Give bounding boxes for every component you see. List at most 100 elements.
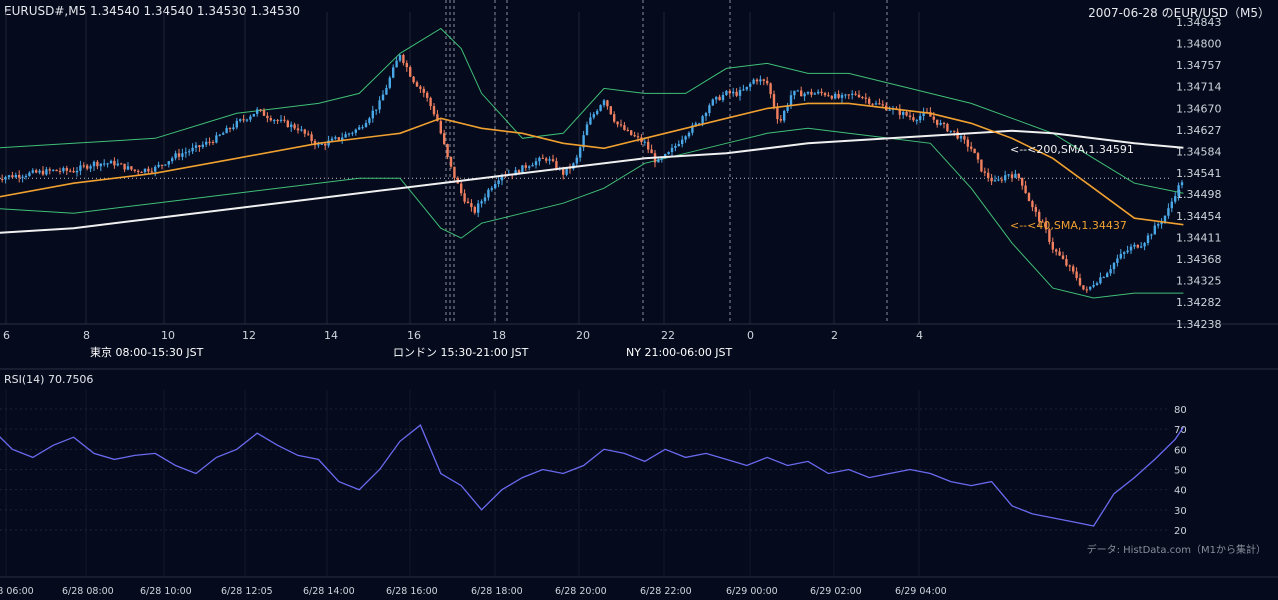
hour-tick-label: 20 bbox=[576, 329, 590, 342]
candle-body bbox=[317, 144, 320, 146]
candle-body bbox=[269, 118, 272, 121]
candle-body bbox=[1133, 244, 1136, 247]
candle-body bbox=[7, 175, 11, 178]
bollinger-lower bbox=[0, 127, 1184, 299]
candle-body bbox=[1099, 277, 1102, 284]
candle-body bbox=[116, 163, 119, 166]
rsi-tick-label: 40 bbox=[1174, 486, 1187, 497]
rsi-label: RSI(14) 70.7506 bbox=[4, 373, 94, 386]
candle-body bbox=[160, 164, 164, 166]
candle-body bbox=[861, 97, 864, 99]
candle-body bbox=[245, 119, 249, 121]
candle-body bbox=[443, 133, 446, 145]
candle-body bbox=[415, 82, 419, 87]
candle-body bbox=[1024, 185, 1027, 194]
candle-body bbox=[436, 114, 439, 122]
candle-body bbox=[966, 139, 969, 147]
candle-body bbox=[1119, 253, 1122, 259]
hour-tick-label: 16 bbox=[407, 329, 421, 342]
candle-body bbox=[521, 165, 524, 174]
hour-tick-label: 12 bbox=[242, 329, 256, 342]
candle-body bbox=[704, 112, 708, 117]
session-london: ロンドン 15:30-21:00 JST bbox=[393, 346, 529, 359]
rsi-tick-label: 30 bbox=[1174, 506, 1187, 517]
hour-tick-label: 10 bbox=[161, 329, 175, 342]
candle-body bbox=[330, 138, 334, 141]
candle-body bbox=[789, 95, 793, 106]
candle-body bbox=[779, 119, 782, 121]
candle-body bbox=[929, 112, 932, 117]
sma200-annotation: <--<200,SMA,1.34591 bbox=[1010, 143, 1134, 156]
price-tick-label: 1.34368 bbox=[1176, 253, 1222, 266]
time-tick-label: 6/28 20:00 bbox=[555, 586, 607, 597]
candle-body bbox=[290, 124, 293, 128]
candle-body bbox=[534, 161, 538, 166]
candle-body bbox=[650, 149, 653, 154]
candle-body bbox=[344, 134, 347, 138]
candle-body bbox=[548, 159, 551, 161]
candle-body bbox=[1157, 224, 1160, 226]
candle-body bbox=[670, 147, 674, 153]
candle-body bbox=[599, 105, 602, 111]
candle-body bbox=[806, 91, 810, 94]
candle-body bbox=[293, 124, 296, 129]
rsi-tick-label: 80 bbox=[1174, 405, 1187, 416]
price-tick-label: 1.34714 bbox=[1176, 80, 1222, 93]
candle-body bbox=[796, 90, 799, 92]
hour-tick-label: 0 bbox=[747, 329, 754, 342]
candle-body bbox=[41, 170, 45, 175]
candle-body bbox=[473, 207, 476, 213]
candle-body bbox=[922, 111, 925, 116]
candle-body bbox=[143, 168, 147, 173]
candle-body bbox=[392, 67, 395, 78]
candle-body bbox=[1021, 177, 1024, 186]
candle-body bbox=[208, 141, 211, 143]
candle-body bbox=[857, 94, 861, 98]
candle-body bbox=[82, 165, 85, 167]
candle-body bbox=[980, 159, 983, 172]
candle-body bbox=[225, 128, 228, 134]
candle-body bbox=[21, 176, 24, 178]
candle-body bbox=[422, 88, 425, 93]
price-tick-label: 1.34584 bbox=[1176, 145, 1222, 158]
session-tokyo: 東京 08:00-15:30 JST bbox=[90, 346, 204, 359]
candle-body bbox=[371, 110, 374, 119]
candle-body bbox=[1167, 208, 1170, 216]
time-tick-label: 6/29 00:00 bbox=[726, 586, 778, 597]
candle-body bbox=[854, 93, 857, 95]
rsi-tick-label: 50 bbox=[1174, 466, 1187, 477]
candle-body bbox=[626, 129, 629, 131]
candle-body bbox=[1106, 273, 1109, 278]
candle-body bbox=[772, 94, 776, 107]
candle-body bbox=[633, 135, 636, 137]
candle-body bbox=[1146, 235, 1150, 243]
sma40-line bbox=[0, 102, 1184, 226]
candle-body bbox=[273, 120, 276, 122]
candle-body bbox=[215, 135, 218, 143]
candle-body bbox=[579, 147, 582, 158]
candle-body bbox=[266, 115, 269, 119]
candle-body bbox=[351, 132, 354, 134]
candle-body bbox=[388, 77, 391, 88]
time-tick-label: 6/28 08:00 bbox=[62, 586, 114, 597]
candle-body bbox=[830, 96, 833, 99]
candle-body bbox=[303, 129, 306, 134]
candle-body bbox=[157, 164, 160, 167]
candle-body bbox=[483, 197, 487, 202]
candle-body bbox=[354, 129, 357, 133]
candle-body bbox=[463, 193, 466, 202]
candle-body bbox=[368, 118, 371, 123]
candle-body bbox=[1061, 255, 1065, 259]
candle-body bbox=[252, 113, 255, 117]
candle-body bbox=[630, 130, 633, 136]
candle-body bbox=[4, 177, 7, 180]
candle-body bbox=[446, 144, 449, 157]
candle-body bbox=[949, 130, 952, 132]
candle-body bbox=[480, 201, 483, 204]
candle-body bbox=[878, 103, 881, 105]
price-tick-label: 1.34498 bbox=[1176, 188, 1222, 201]
time-tick-label: 6/28 16:00 bbox=[386, 586, 438, 597]
candle-body bbox=[919, 115, 922, 121]
candle-body bbox=[973, 148, 976, 154]
